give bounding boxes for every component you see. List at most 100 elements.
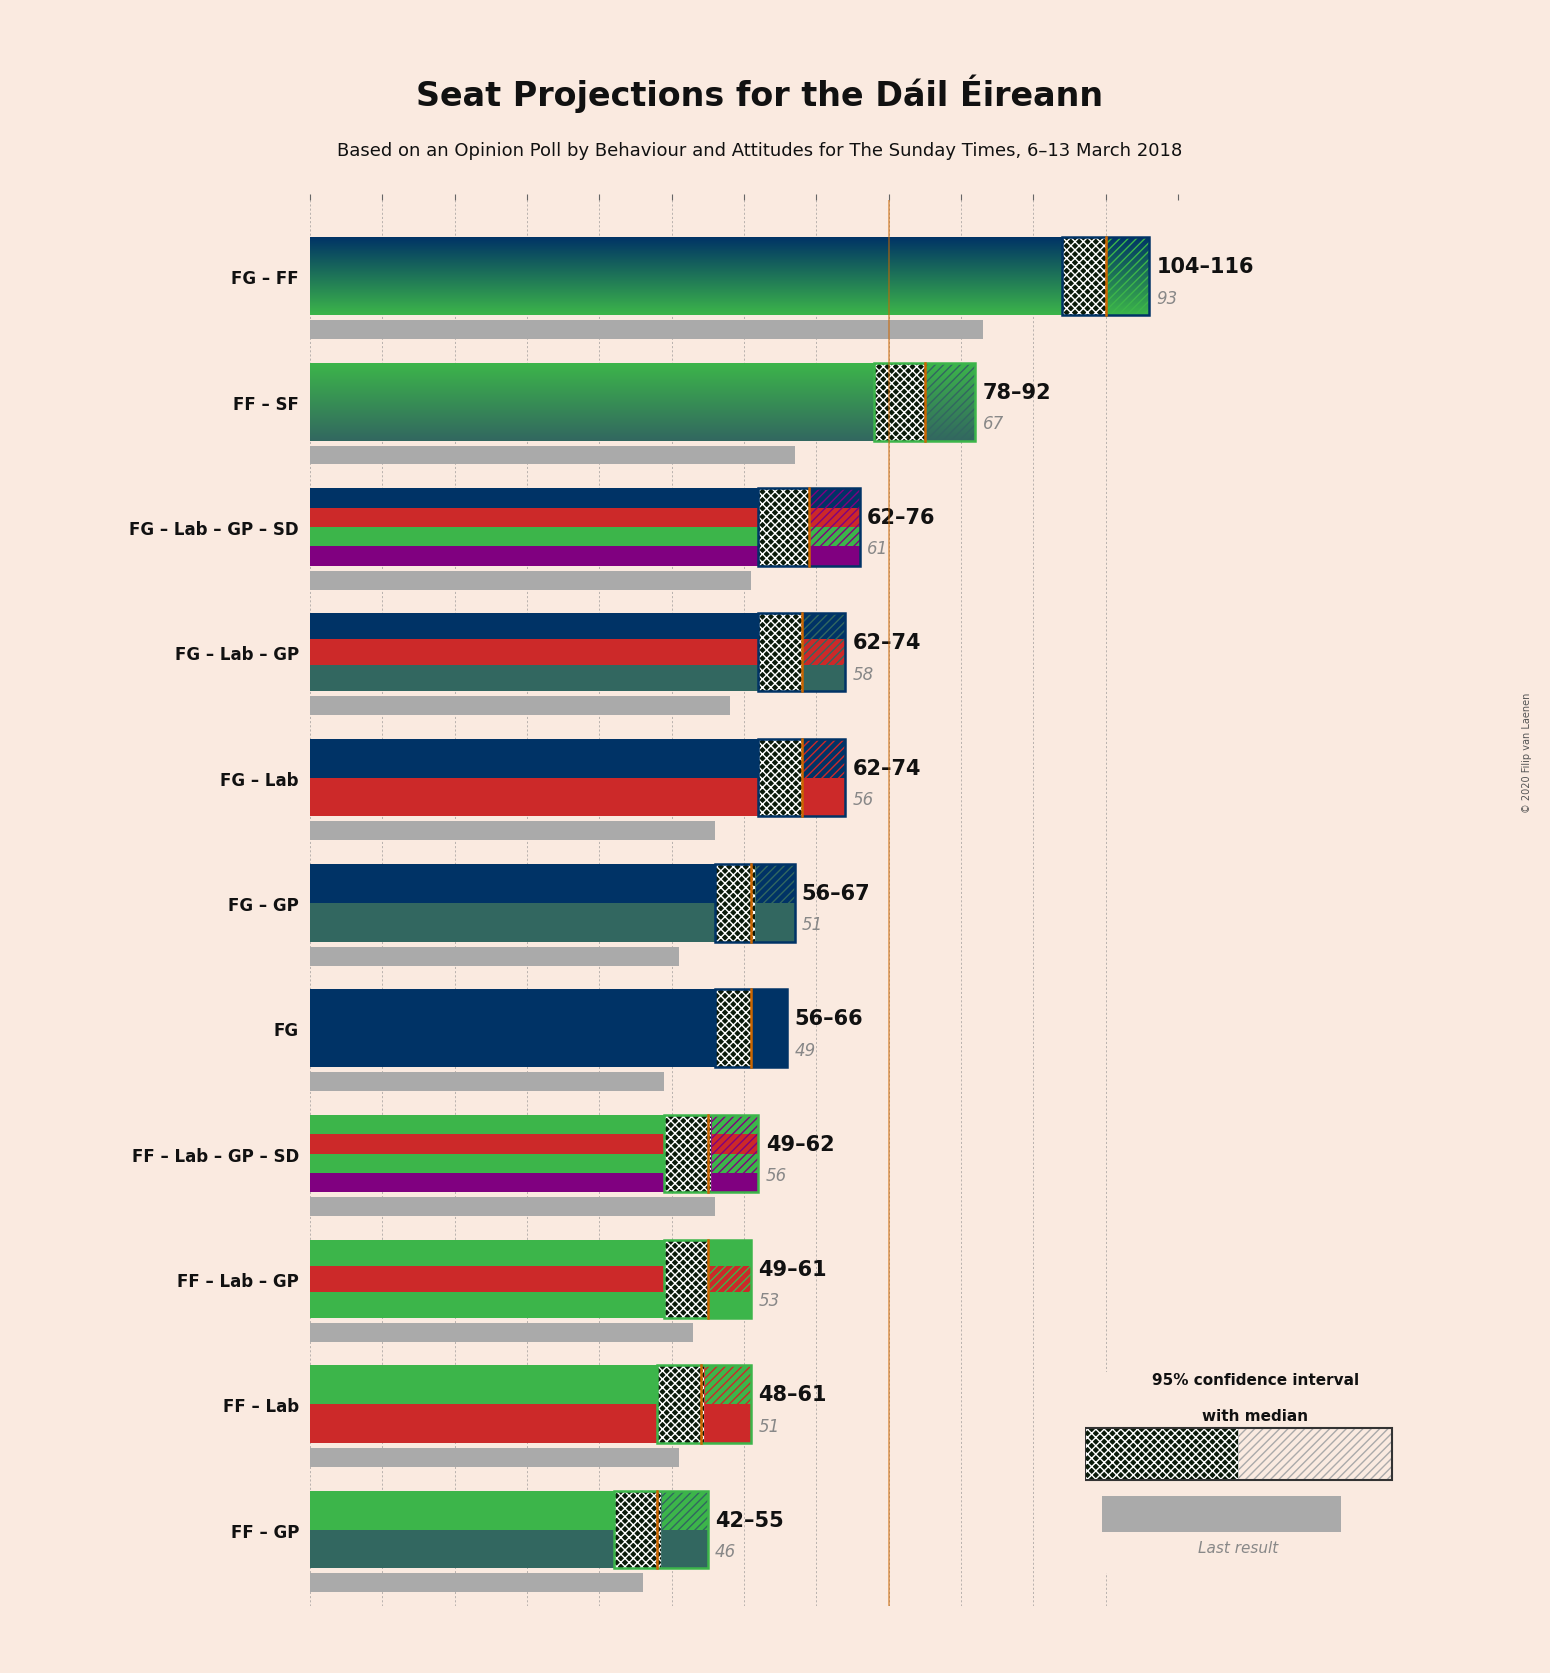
Text: Last result: Last result (1198, 1541, 1279, 1556)
Bar (310, 489, 758, 509)
Bar (758, 739, 845, 778)
Bar (665, 1154, 758, 1173)
Bar (310, 447, 795, 465)
Bar (310, 1323, 693, 1342)
Bar (310, 509, 758, 527)
Bar (310, 1173, 665, 1193)
Bar (758, 614, 845, 691)
Bar (310, 1574, 643, 1593)
Bar (1085, 1429, 1238, 1481)
Bar (665, 1116, 758, 1193)
Bar (310, 1072, 665, 1091)
Text: © 2020 Filip van Laenen: © 2020 Filip van Laenen (1522, 693, 1531, 813)
Bar (758, 666, 845, 691)
Bar (665, 1240, 752, 1318)
Bar (1102, 1496, 1341, 1532)
Bar (715, 990, 787, 1067)
Text: 62–76: 62–76 (866, 507, 936, 527)
Bar (657, 1365, 704, 1444)
Bar (758, 489, 860, 567)
Bar (310, 527, 758, 547)
Bar (665, 1266, 752, 1292)
Text: 58: 58 (853, 666, 874, 683)
Bar (715, 990, 752, 1067)
Bar (752, 990, 787, 1067)
Bar (925, 363, 975, 442)
Bar (874, 363, 925, 442)
Bar (310, 1491, 614, 1529)
Bar (1105, 238, 1149, 316)
Bar (809, 489, 860, 567)
Bar (758, 527, 860, 547)
Text: 67: 67 (983, 415, 1004, 433)
Bar (614, 1491, 708, 1529)
Bar (665, 1134, 758, 1154)
Bar (715, 865, 795, 942)
Bar (310, 778, 758, 816)
Bar (665, 1173, 758, 1193)
Text: 51: 51 (801, 915, 823, 934)
Bar (758, 739, 801, 816)
Text: 49–62: 49–62 (766, 1134, 834, 1154)
Bar (801, 614, 845, 691)
Text: 78–92: 78–92 (983, 383, 1051, 403)
Bar (665, 1240, 708, 1318)
Bar (657, 1365, 752, 1404)
Bar (310, 666, 758, 691)
Bar (758, 739, 801, 816)
Bar (1085, 1429, 1238, 1481)
Bar (614, 1491, 708, 1569)
Bar (665, 1116, 711, 1193)
Bar (310, 321, 983, 340)
Bar (665, 1240, 708, 1318)
Bar (801, 739, 845, 816)
Bar (665, 1292, 752, 1318)
Bar (310, 1134, 665, 1154)
Text: with median: with median (1203, 1409, 1308, 1424)
Bar (310, 865, 715, 903)
Text: 56: 56 (766, 1166, 787, 1184)
Bar (758, 509, 860, 527)
Bar (758, 489, 809, 567)
Bar (711, 1116, 758, 1193)
Text: 56–66: 56–66 (795, 1009, 863, 1029)
Text: 51: 51 (758, 1417, 780, 1435)
Bar (310, 1116, 665, 1134)
Bar (310, 547, 758, 567)
Bar (657, 1365, 704, 1444)
Bar (1062, 238, 1149, 316)
Bar (758, 641, 845, 666)
Bar (310, 990, 715, 1067)
Text: 46: 46 (715, 1543, 736, 1559)
Text: 93: 93 (1156, 289, 1178, 308)
Bar (310, 739, 758, 778)
Text: 56: 56 (853, 790, 874, 808)
Bar (758, 778, 845, 816)
Bar (758, 614, 801, 691)
Text: 104–116: 104–116 (1156, 258, 1254, 278)
Bar (715, 865, 755, 942)
Bar (1085, 1429, 1392, 1481)
Bar (874, 363, 975, 442)
Bar (310, 821, 715, 842)
Text: 42–55: 42–55 (715, 1509, 784, 1529)
Bar (310, 641, 758, 666)
Text: 53: 53 (758, 1292, 780, 1310)
Bar (758, 739, 845, 816)
Text: 56–67: 56–67 (801, 883, 871, 903)
Bar (310, 1404, 657, 1444)
Bar (660, 1491, 708, 1569)
Bar (874, 363, 925, 442)
Bar (310, 572, 752, 591)
Bar (310, 1529, 614, 1569)
Bar (310, 1365, 657, 1404)
Text: 62–74: 62–74 (853, 758, 921, 778)
Text: Seat Projections for the Dáil Éireann: Seat Projections for the Dáil Éireann (415, 75, 1104, 112)
Bar (310, 614, 758, 641)
Bar (1062, 238, 1105, 316)
Bar (310, 696, 730, 716)
Bar (704, 1365, 752, 1444)
Bar (614, 1529, 708, 1569)
Bar (665, 1116, 758, 1134)
Bar (310, 1266, 665, 1292)
